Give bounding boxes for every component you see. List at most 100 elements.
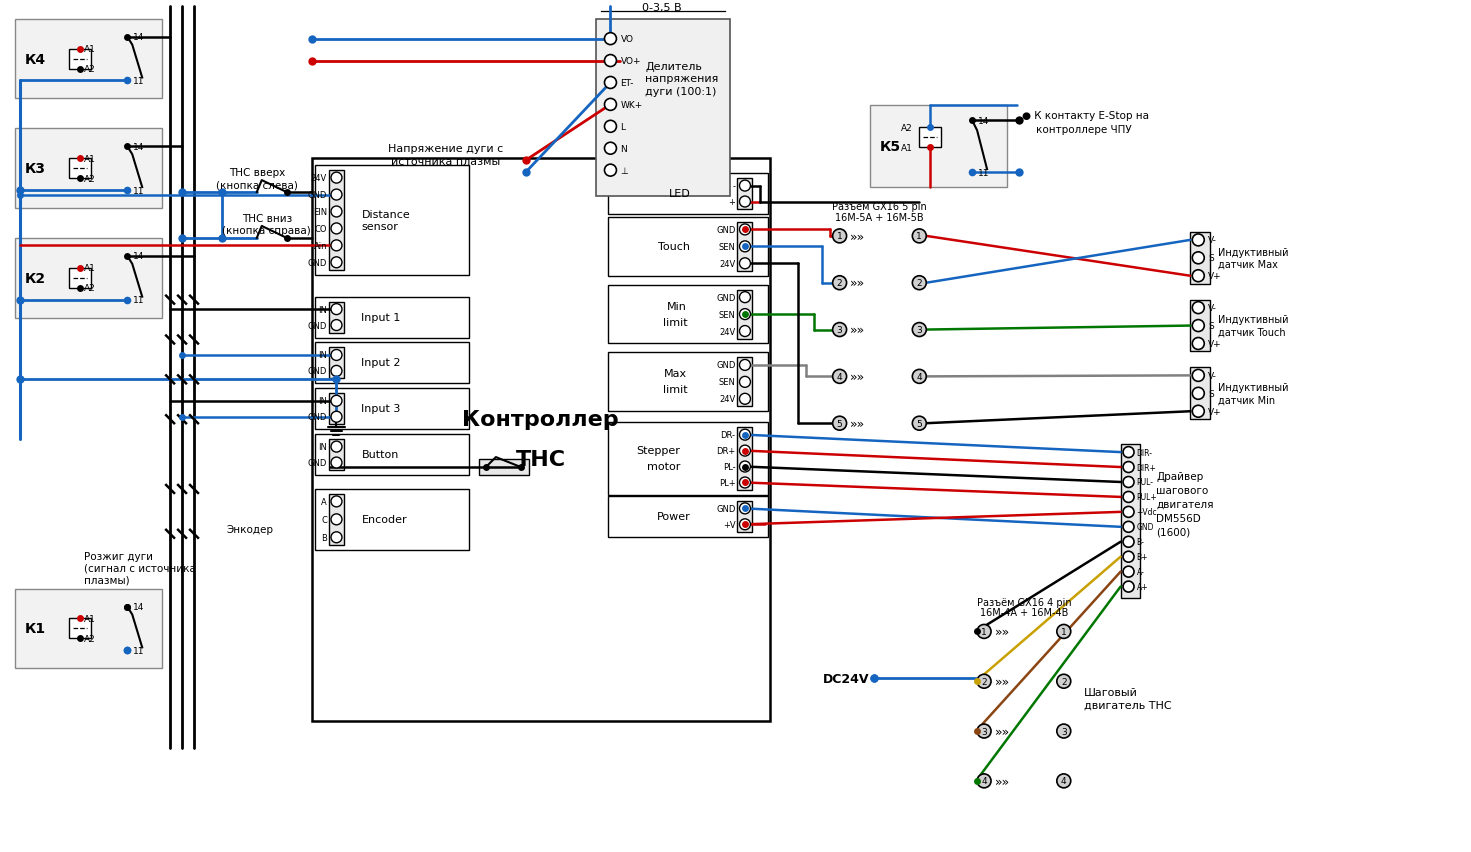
Text: 3: 3 (1061, 727, 1066, 735)
Circle shape (740, 181, 750, 192)
Text: ET-: ET- (621, 79, 634, 88)
Text: 11: 11 (134, 187, 144, 195)
Text: LED: LED (668, 189, 690, 199)
Circle shape (740, 225, 750, 236)
Circle shape (740, 242, 750, 252)
Circle shape (1122, 567, 1134, 578)
Text: DC24V: DC24V (822, 672, 869, 685)
Text: 24V: 24V (310, 174, 327, 183)
Text: A1: A1 (84, 45, 96, 54)
Text: 24V: 24V (719, 260, 736, 268)
Text: Power: Power (656, 511, 690, 521)
Bar (315, 166, 469, 275)
Text: IN: IN (318, 305, 327, 314)
Text: 2: 2 (1061, 677, 1066, 686)
Text: 14: 14 (134, 252, 144, 261)
Text: B+: B+ (1137, 553, 1147, 561)
Text: 3: 3 (916, 325, 922, 335)
Text: EIN: EIN (313, 208, 327, 216)
Text: +V: +V (722, 521, 736, 529)
Text: контроллере ЧПУ: контроллере ЧПУ (1036, 125, 1131, 135)
Text: Контроллер: Контроллер (462, 410, 619, 429)
Circle shape (740, 309, 750, 320)
Text: IN: IN (318, 351, 327, 360)
Circle shape (331, 320, 341, 331)
Bar (737, 179, 753, 210)
Text: A2: A2 (902, 124, 913, 133)
Circle shape (740, 462, 750, 473)
Text: 24V: 24V (719, 327, 736, 337)
Circle shape (605, 33, 616, 45)
Circle shape (1122, 447, 1134, 458)
Text: A: A (321, 498, 327, 506)
Circle shape (833, 370, 847, 384)
Text: 2: 2 (981, 677, 987, 686)
Circle shape (605, 143, 616, 155)
Circle shape (912, 417, 927, 430)
Text: S: S (1208, 254, 1214, 263)
Text: GND: GND (307, 258, 327, 268)
Circle shape (1122, 581, 1134, 592)
Bar (869, 106, 1008, 187)
Bar (315, 297, 469, 338)
Circle shape (740, 258, 750, 269)
Bar (315, 343, 469, 384)
Text: ТНС вверх: ТНС вверх (228, 168, 285, 178)
Circle shape (740, 292, 750, 303)
Bar (609, 285, 768, 344)
Text: C: C (321, 515, 327, 524)
Bar (315, 489, 469, 550)
Circle shape (331, 532, 341, 543)
Bar (315, 389, 469, 429)
Text: К2: К2 (25, 272, 46, 285)
Text: »»: »» (994, 675, 1009, 688)
Bar (609, 218, 768, 276)
Text: Touch: Touch (658, 242, 690, 251)
Text: »»: »» (850, 277, 865, 290)
Bar (737, 222, 753, 272)
Bar (1190, 300, 1211, 352)
Bar (919, 128, 941, 148)
Text: 16М-4А + 16М-4В: 16М-4А + 16М-4В (980, 607, 1068, 618)
Text: 14: 14 (134, 33, 144, 42)
Text: 14: 14 (134, 602, 144, 611)
Circle shape (1056, 774, 1071, 788)
Circle shape (833, 417, 847, 430)
Circle shape (605, 78, 616, 89)
Circle shape (740, 394, 750, 405)
Text: V+: V+ (1208, 340, 1222, 348)
Bar (15, 589, 162, 669)
Text: »»: »» (994, 774, 1009, 787)
Text: A2: A2 (84, 634, 96, 643)
Bar (15, 20, 162, 100)
Circle shape (1193, 370, 1205, 382)
Bar (330, 440, 344, 470)
Text: DR+: DR+ (716, 446, 736, 456)
Circle shape (912, 276, 927, 291)
Text: A-: A- (1137, 567, 1144, 577)
Circle shape (1122, 537, 1134, 548)
Text: Input 1: Input 1 (362, 312, 400, 322)
Circle shape (331, 366, 341, 377)
Circle shape (833, 276, 847, 291)
Text: PL+: PL+ (719, 479, 736, 487)
Text: SEN: SEN (719, 378, 736, 387)
Text: Энкодер: Энкодер (227, 524, 274, 534)
Circle shape (331, 257, 341, 268)
Text: N: N (621, 145, 627, 153)
Circle shape (1193, 302, 1205, 314)
Text: 3: 3 (981, 727, 987, 735)
Text: Button: Button (362, 450, 399, 459)
Text: A1: A1 (902, 143, 913, 153)
Text: Max: Max (663, 369, 687, 379)
Text: Min: Min (668, 302, 687, 311)
Bar (1121, 445, 1140, 598)
Text: 11: 11 (134, 646, 144, 655)
Circle shape (977, 625, 991, 639)
Bar (330, 171, 344, 270)
Bar (596, 20, 730, 197)
Circle shape (331, 412, 341, 423)
Text: PUL+: PUL+ (1137, 492, 1158, 502)
Text: V-: V- (1208, 236, 1217, 245)
Bar (609, 423, 768, 495)
